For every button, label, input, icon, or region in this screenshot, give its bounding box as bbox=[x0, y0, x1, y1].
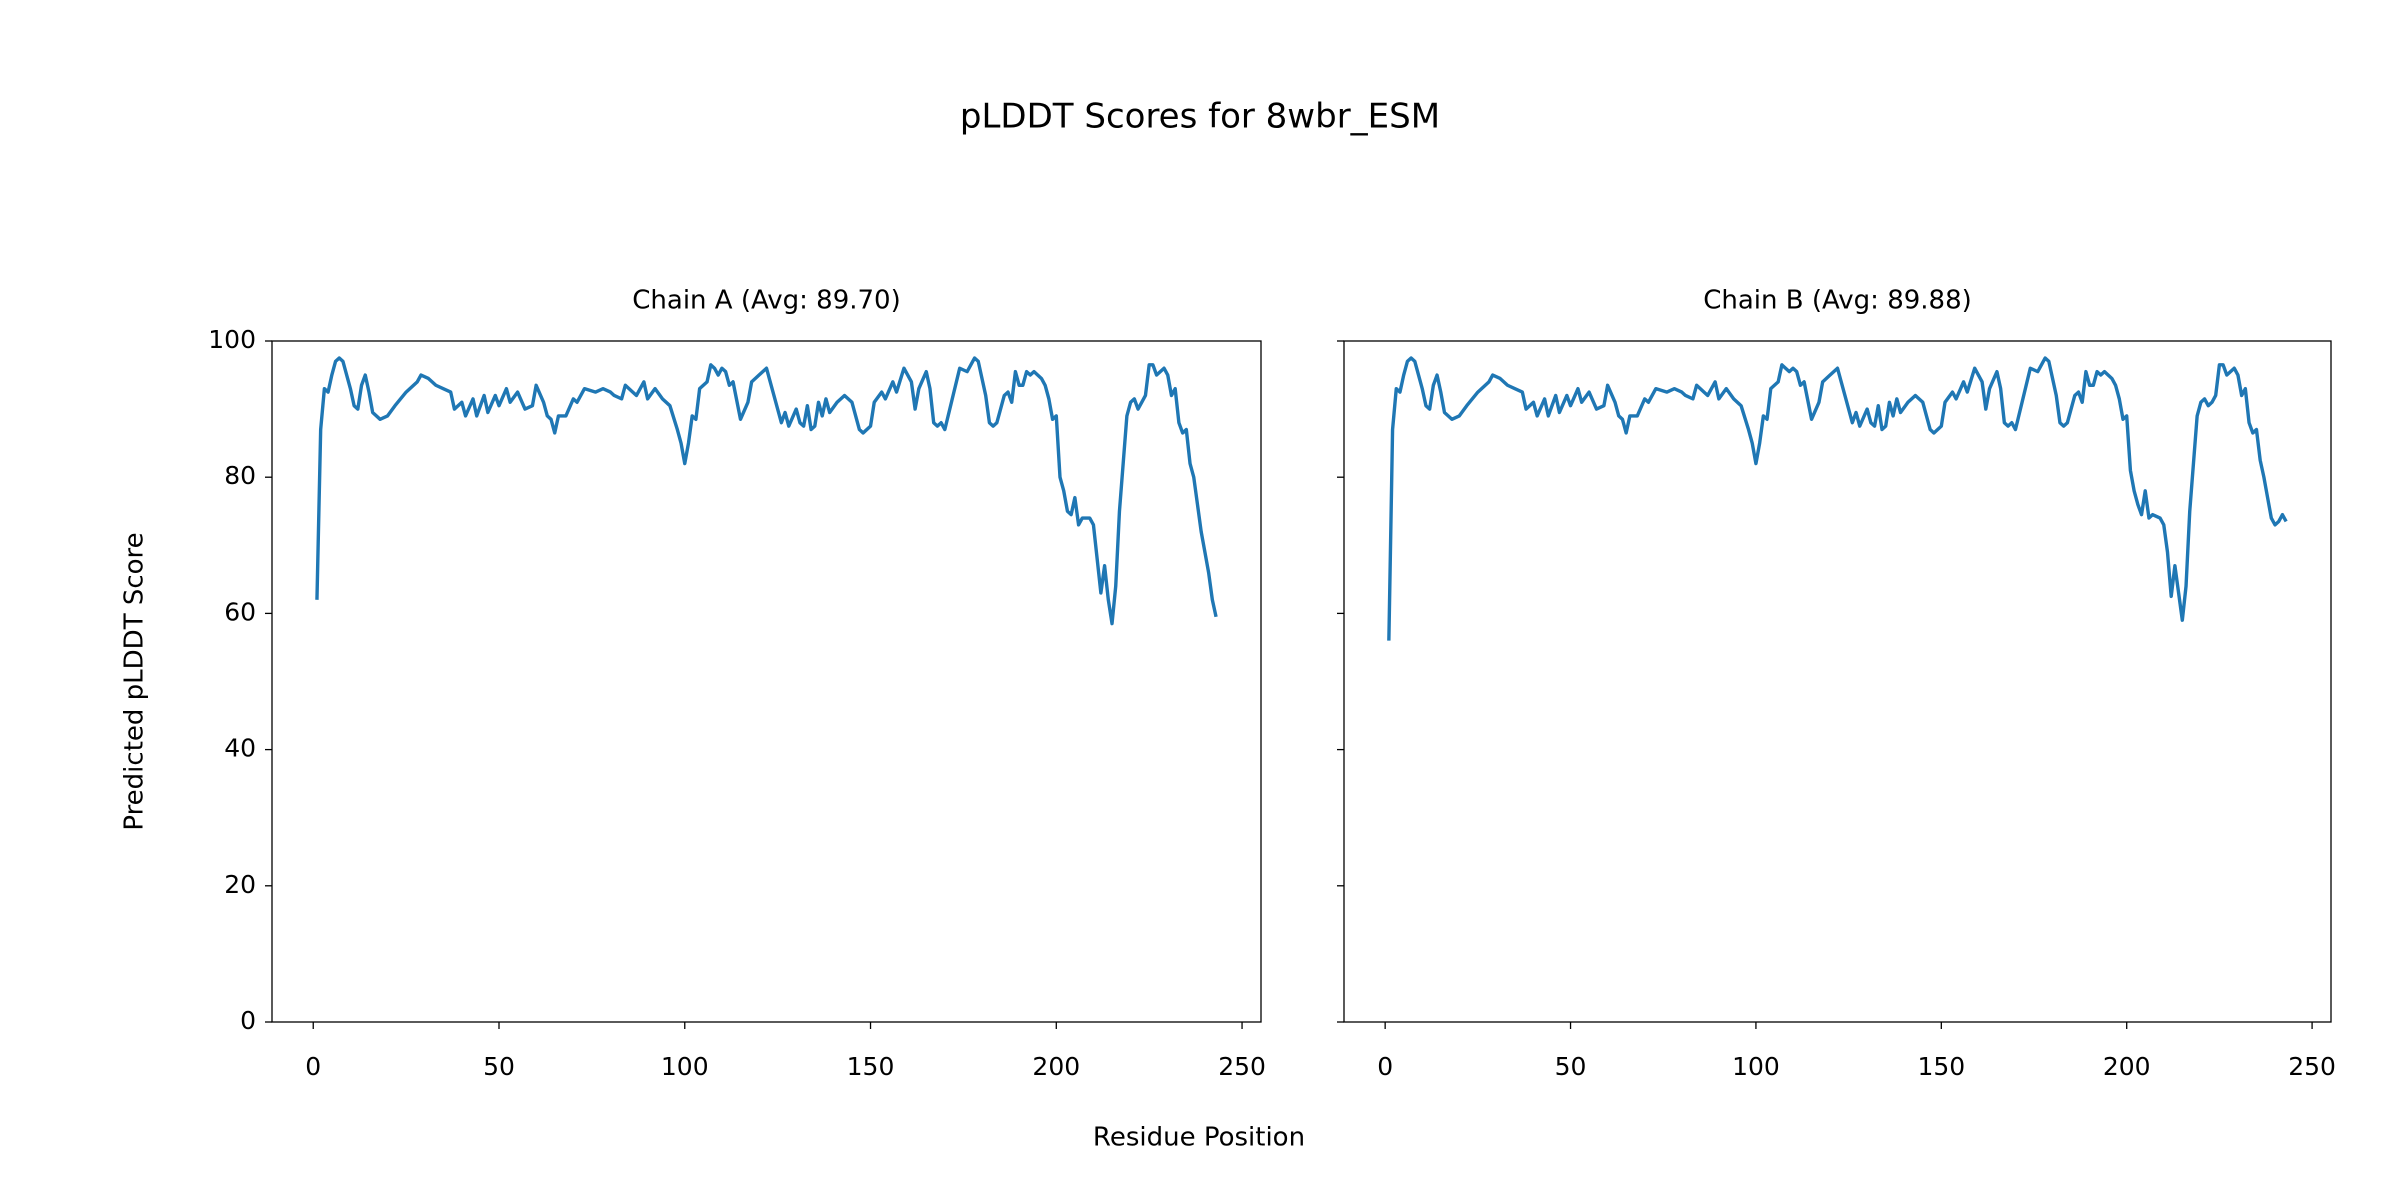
y-tick-label: 100 bbox=[208, 325, 256, 354]
x-tick-label: 0 bbox=[1377, 1052, 1393, 1081]
x-tick-label: 50 bbox=[483, 1052, 515, 1081]
data-line bbox=[1387, 356, 2288, 641]
x-tick-label: 250 bbox=[1218, 1052, 1266, 1081]
x-tick-label: 150 bbox=[847, 1052, 895, 1081]
x-tick-label: 50 bbox=[1555, 1052, 1587, 1081]
y-axis-label: Predicted pLDDT Score bbox=[120, 532, 150, 830]
y-tick-label: 20 bbox=[224, 870, 256, 899]
y-tick-label: 80 bbox=[224, 461, 256, 490]
x-tick-label: 200 bbox=[1032, 1052, 1080, 1081]
axes-frame bbox=[1343, 340, 2332, 1023]
y-tick-label: 60 bbox=[224, 597, 256, 626]
figure-title: pLDDT Scores for 8wbr_ESM bbox=[960, 97, 1440, 137]
x-tick-label: 150 bbox=[1917, 1052, 1965, 1081]
x-axis-label: Residue Position bbox=[1093, 1123, 1305, 1153]
axes-frame bbox=[271, 340, 1262, 1023]
data-line bbox=[315, 356, 1218, 626]
y-tick-label: 0 bbox=[240, 1006, 256, 1035]
x-tick-label: 0 bbox=[305, 1052, 321, 1081]
y-tick-label: 40 bbox=[224, 734, 256, 763]
x-tick-label: 100 bbox=[661, 1052, 709, 1081]
x-tick-label: 100 bbox=[1732, 1052, 1780, 1081]
x-tick-label: 200 bbox=[2103, 1052, 2151, 1081]
subplot-title: Chain B (Avg: 89.88) bbox=[1703, 286, 1972, 316]
x-tick-label: 250 bbox=[2288, 1052, 2336, 1081]
subplot-title: Chain A (Avg: 89.70) bbox=[632, 286, 900, 316]
